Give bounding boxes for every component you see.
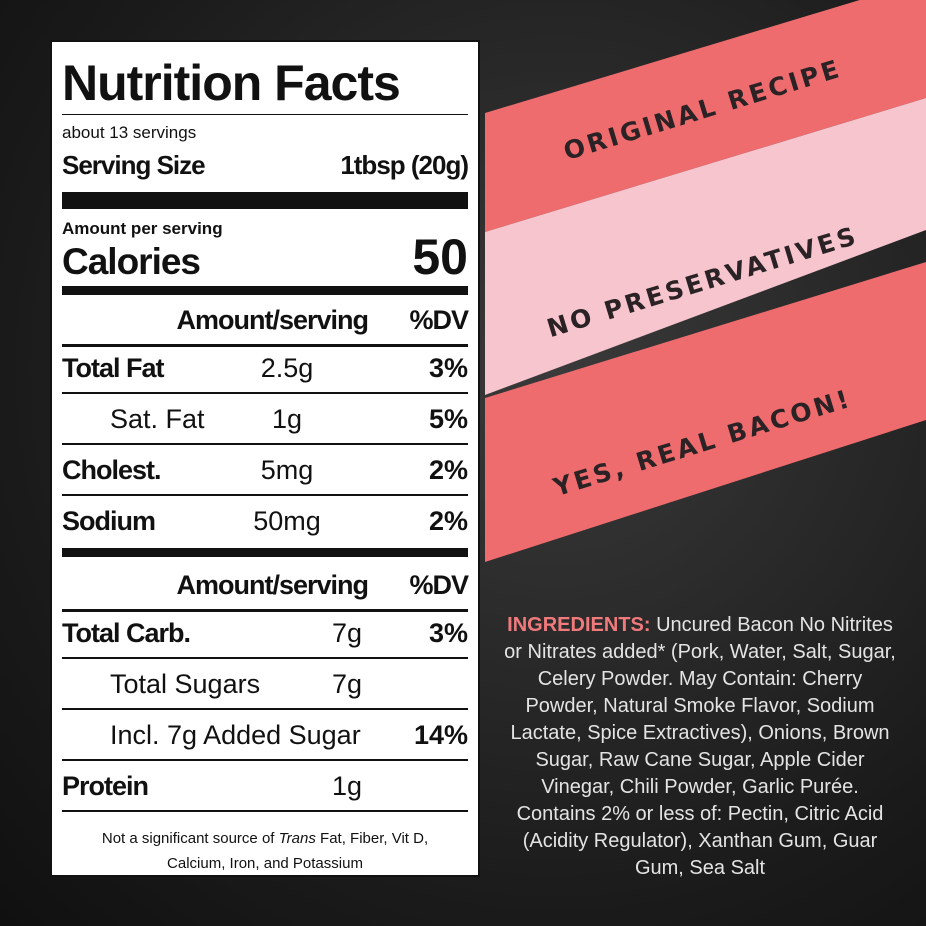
ingredients-label: INGREDIENTS: bbox=[507, 614, 651, 636]
calories-label: Calories bbox=[62, 241, 201, 282]
rule bbox=[62, 392, 468, 394]
row-dv: 5% bbox=[428, 404, 468, 434]
calories-value: 50 bbox=[412, 229, 468, 285]
serving-size-label: Serving Size bbox=[62, 150, 206, 180]
title: Nutrition Facts bbox=[62, 55, 401, 111]
header-dv: %DV bbox=[409, 305, 469, 335]
row-dv: 2% bbox=[428, 506, 468, 536]
banner-bg bbox=[485, 0, 926, 232]
nutrition-label: Nutrition Facts about 13 servings Servin… bbox=[50, 40, 480, 877]
ingredients-text: Uncured Bacon No Nitrites or Nitrates ad… bbox=[504, 614, 896, 879]
amount-per-serving: Amount per serving bbox=[62, 219, 223, 238]
row-dv: 3% bbox=[428, 618, 468, 648]
row-amount: 7g bbox=[331, 669, 362, 699]
row-name: Sodium bbox=[62, 506, 156, 536]
thick-rule bbox=[62, 286, 468, 295]
ingredients: INGREDIENTS: Uncured Bacon No Nitrites o… bbox=[500, 612, 900, 882]
header-dv: %DV bbox=[409, 570, 469, 600]
header-amount: Amount/serving bbox=[176, 305, 369, 335]
row-dv: 14% bbox=[413, 720, 468, 750]
rule bbox=[62, 810, 468, 812]
row-dv: 2% bbox=[428, 455, 468, 485]
row-name: Protein bbox=[62, 771, 149, 801]
row-name: Cholest. bbox=[62, 455, 162, 485]
rule bbox=[62, 344, 468, 347]
header-amount: Amount/serving bbox=[176, 570, 369, 600]
footnote-text: Calcium, Iron, and Potassium bbox=[167, 855, 363, 872]
rule bbox=[62, 708, 468, 710]
thick-rule bbox=[62, 548, 468, 557]
servings: about 13 servings bbox=[62, 123, 197, 142]
footnote: Not a significant source of Trans Fat, F… bbox=[52, 826, 478, 876]
banner-bg bbox=[485, 98, 926, 395]
row-amount: 1g bbox=[331, 771, 362, 801]
row-name: Total Carb. bbox=[62, 618, 191, 648]
footnote-text: Fat, Fiber, Vit D, bbox=[315, 830, 429, 847]
serving-size-value: 1tbsp (20g) bbox=[340, 150, 469, 180]
rule bbox=[62, 443, 468, 445]
footnote-italic: Trans bbox=[278, 830, 316, 847]
row-dv: 3% bbox=[428, 353, 468, 383]
rule bbox=[62, 759, 468, 761]
thick-rule bbox=[62, 192, 468, 209]
rule bbox=[62, 494, 468, 496]
row-name: Total Sugars bbox=[110, 669, 261, 699]
footnote-text: Not a significant source of bbox=[101, 830, 279, 847]
banner-bg bbox=[485, 262, 926, 562]
row-name: Total Fat bbox=[62, 353, 164, 383]
row-name: Incl. 7g Added Sugar bbox=[110, 720, 361, 750]
row-name: Sat. Fat bbox=[110, 404, 205, 434]
rule bbox=[62, 114, 468, 115]
rule bbox=[62, 657, 468, 659]
rule bbox=[62, 609, 468, 612]
row-amount: 7g bbox=[331, 618, 362, 648]
